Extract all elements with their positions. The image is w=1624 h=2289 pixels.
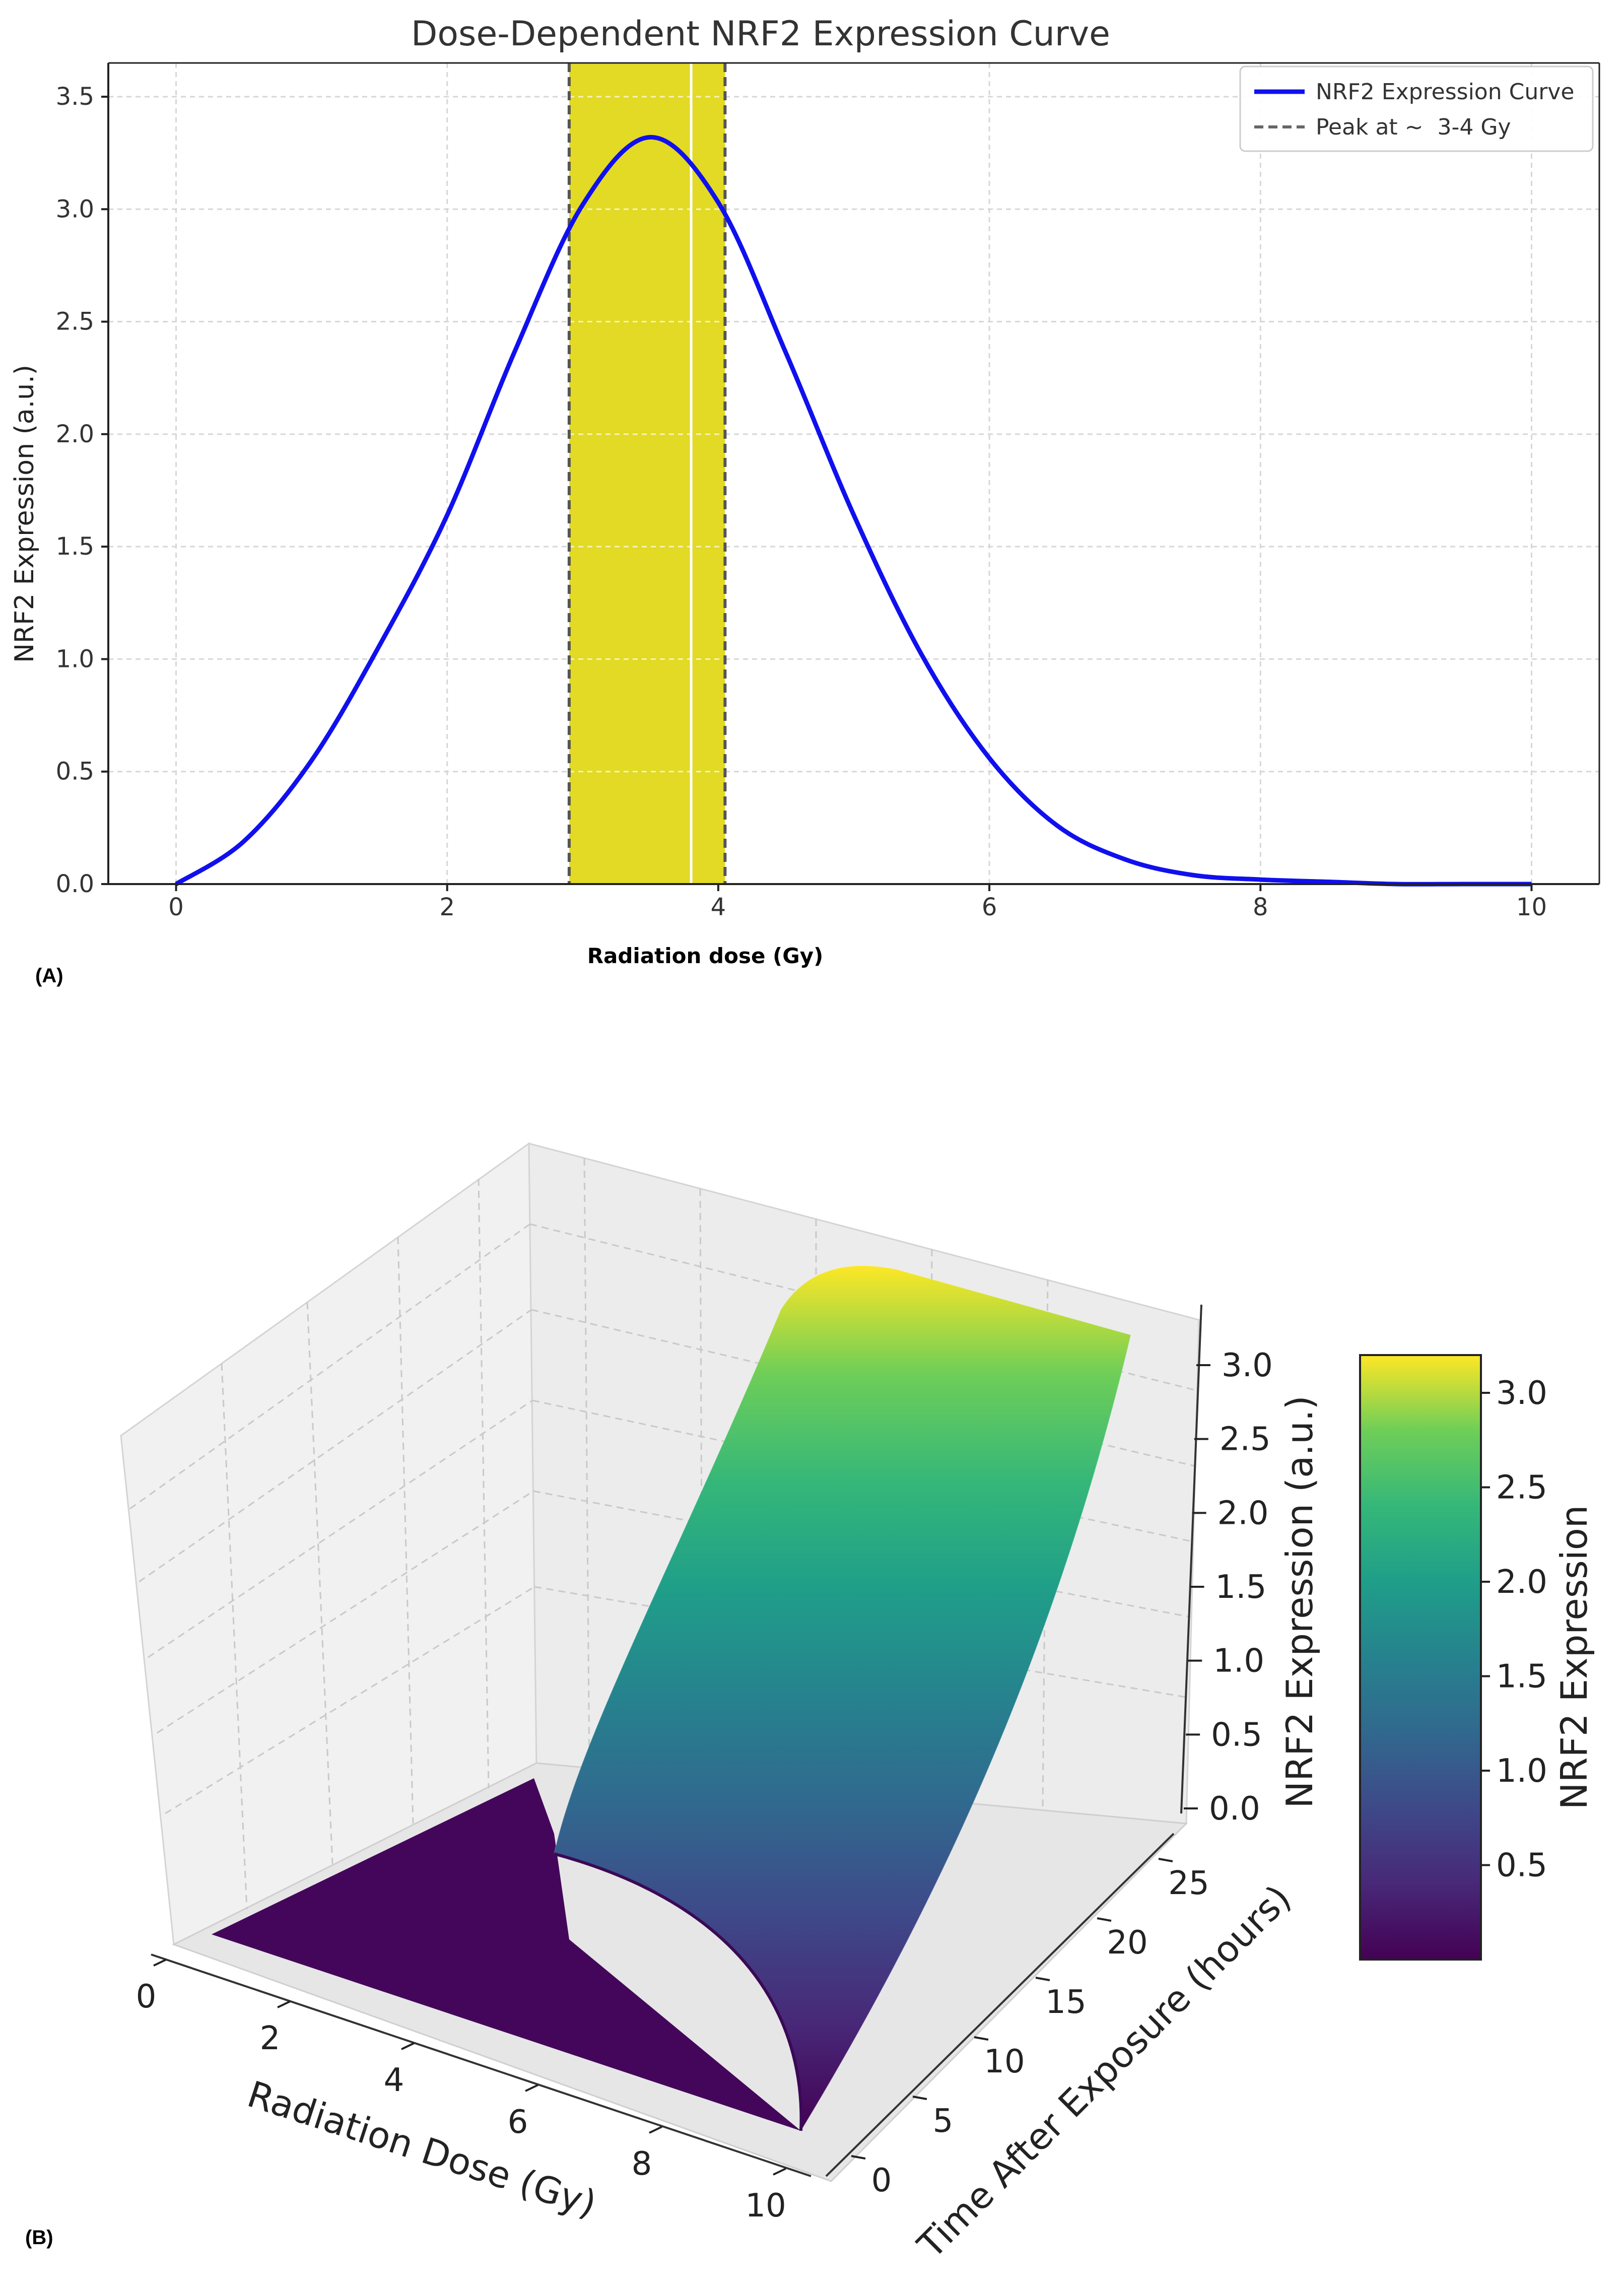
colorbar: 0.5 1.0 1.5 2.0 2.5 3.0 NRF2 Expression [1359, 1354, 1595, 1961]
legend-entry: NRF2 Expression Curve [1316, 79, 1574, 105]
x-tick-mark [401, 2042, 415, 2050]
grid-line [478, 1178, 490, 1789]
legend-entry: Peak at ~ 3-4 Gy [1316, 114, 1511, 140]
colorbar-ticks: 0.5 1.0 1.5 2.0 2.5 3.0 [1481, 1375, 1547, 1884]
grid-line [129, 1223, 530, 1510]
z-tick-label: 2.0 [1217, 1495, 1269, 1532]
y-tick-mark [912, 2096, 927, 2100]
y-tick-label: 0.5 [56, 758, 94, 786]
x-axis-ticks: 0 2 4 6 8 10 [168, 884, 1547, 921]
grid-line [533, 1490, 1191, 1618]
y-axis-line [825, 1833, 1175, 2177]
x-tick-label: 10 [1516, 893, 1547, 921]
y-tick-mark [1158, 1858, 1173, 1862]
grid-line [306, 1302, 333, 1864]
legend-box [1239, 65, 1594, 152]
colorbar-label: NRF2 Expression [1553, 1505, 1595, 1810]
x-tick-mark [153, 1959, 167, 1967]
x-axis-label: Radiation dose (Gy) [587, 944, 824, 968]
x-tick-mark [525, 2084, 538, 2092]
panel-label-a: (A) [35, 965, 63, 987]
colorbar-tick-label: 2.5 [1496, 1469, 1547, 1507]
y-tick-mark [974, 2036, 989, 2041]
x-tick-label: 0 [136, 1978, 157, 2015]
y-tick-label: 1.0 [56, 645, 94, 673]
panel-a-line-chart: Dose-Dependent NRF2 Expression Curve 0 2 4… [10, 14, 1600, 987]
y-tick-label: 25 [1168, 1865, 1209, 1902]
x-tick-mark [277, 2000, 291, 2008]
grid-line [583, 1158, 590, 1769]
x-tick-label: 6 [508, 2104, 528, 2141]
y-axis-ticks: 0.0 0.5 1.0 1.5 2.0 2.5 3.0 3.5 [56, 83, 108, 898]
grid-line [157, 1490, 534, 1734]
x-tick-label: 6 [982, 893, 997, 921]
grid-line [397, 1237, 414, 1824]
legend: NRF2 Expression Curve Peak at ~ 3-4 Gy [1239, 65, 1594, 152]
colorbar-tick-label: 0.5 [1496, 1847, 1547, 1884]
y-tick-label: 1.5 [56, 532, 94, 561]
z-axis-ticks: 0.0 0.5 1.0 1.5 2.0 2.5 3.0 [1184, 1347, 1273, 1828]
grid-line [532, 1399, 1193, 1542]
surface-front-edge [554, 1852, 803, 2131]
grid-line [221, 1363, 248, 1910]
x-tick-label: 2 [439, 893, 455, 921]
x-tick-label: 0 [168, 893, 184, 921]
y-tick-label: 2.5 [56, 308, 94, 336]
z-tick-label: 3.0 [1222, 1347, 1273, 1384]
colorbar-gradient [1359, 1354, 1482, 1961]
y-tick-mark [851, 2155, 866, 2160]
y-tick-label: 3.5 [56, 83, 94, 111]
x-tick-label: 4 [384, 2062, 404, 2099]
x-tick-label: 4 [711, 893, 726, 921]
grid-line [148, 1399, 533, 1658]
z-tick-label: 2.5 [1220, 1421, 1271, 1458]
x-axis-ticks: 0 2 4 6 8 10 [136, 1959, 786, 2225]
axes [107, 62, 1600, 885]
z-tick-label: 0.0 [1209, 1790, 1260, 1828]
y-tick-mark [1035, 1977, 1050, 1981]
z-axis-line [1180, 1304, 1202, 1814]
panel-b-3d-surface: 0 2 4 6 8 10 0 5 10 15 20 25 0.0 0.5 1.0 1.5 2.0 2.5 3.0… [25, 1142, 1595, 2267]
y-axis-label: NRF2 Expression (a.u.) [10, 365, 40, 663]
z-tick-label: 1.5 [1215, 1569, 1267, 1606]
y-tick-label: 15 [1045, 1984, 1086, 2021]
surface-flat-region [212, 1778, 801, 2131]
highlight-band-group [567, 63, 727, 885]
series-group [175, 134, 1532, 887]
x-axis-line [151, 1954, 811, 2177]
colorbar-tick-label: 3.0 [1496, 1375, 1547, 1412]
x-tick-mark [649, 2126, 662, 2134]
highlight-band [569, 63, 725, 884]
colorbar-tick-label: 1.5 [1496, 1658, 1547, 1696]
z-tick-label: 0.5 [1211, 1716, 1262, 1754]
grid [108, 63, 1599, 885]
x-tick-label: 2 [260, 2020, 281, 2057]
y-axis-ticks: 0 5 10 15 20 25 [851, 1858, 1209, 2199]
series-line [175, 134, 1532, 887]
chart-title: Dose-Dependent NRF2 Expression Curve [411, 14, 1110, 54]
y-tick-label: 5 [933, 2103, 954, 2140]
colorbar-tick-label: 2.0 [1496, 1564, 1547, 1601]
colorbar-tick-label: 1.0 [1496, 1753, 1547, 1790]
panel-label-b: (B) [25, 2227, 53, 2249]
y-tick-label: 20 [1107, 1924, 1147, 1962]
y-tick-label: 0.0 [56, 870, 94, 898]
x-axis-label: Radiation Dose (Gy) [242, 2073, 601, 2226]
grid-line [699, 1188, 704, 1779]
grid-line [139, 1309, 532, 1583]
z-tick-label: 1.0 [1213, 1643, 1264, 1680]
z-axis-label: NRF2 Expression (a.u.) [1278, 1395, 1321, 1808]
x-tick-mark [773, 2168, 786, 2176]
y-tick-mark [1097, 1917, 1112, 1922]
y-tick-label: 0 [871, 2162, 892, 2199]
x-tick-label: 8 [1253, 893, 1268, 921]
x-tick-label: 8 [632, 2145, 652, 2183]
y-tick-label: 2.0 [56, 420, 94, 448]
y-tick-label: 10 [984, 2043, 1025, 2080]
y-tick-label: 3.0 [56, 195, 94, 223]
x-tick-label: 10 [745, 2187, 786, 2225]
